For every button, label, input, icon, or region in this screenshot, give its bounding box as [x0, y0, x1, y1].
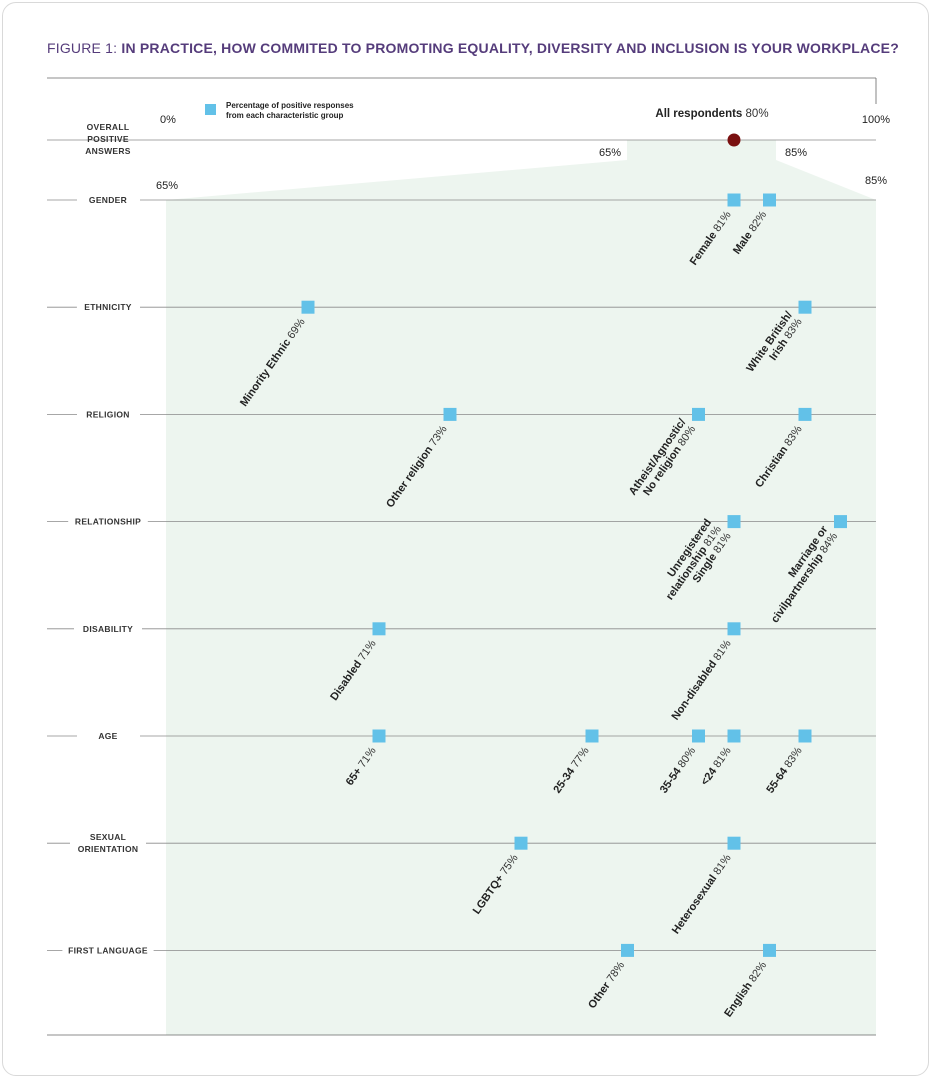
overall-axis-min-label: 0% — [160, 114, 176, 126]
data-point-marker — [798, 729, 812, 743]
category-label: DISABILITY — [74, 622, 142, 635]
category-line: GENDER — [89, 195, 127, 205]
category-line: RELIGION — [86, 409, 130, 419]
data-point-marker — [798, 407, 812, 421]
category-line: DISABILITY — [83, 624, 133, 634]
data-point-marker — [692, 407, 705, 421]
figure-title-prefix: FIGURE 1: — [47, 40, 122, 56]
category-line: RELATIONSHIP — [75, 517, 141, 527]
category-label-bg — [94, 730, 122, 742]
figure-title-main: IN PRACTICE, HOW COMMITED TO PROMOTING E… — [121, 40, 899, 56]
legend-line-2: from each characteristic group — [226, 111, 343, 120]
overall-zoom-max-label: 85% — [785, 147, 807, 159]
category-label: SEXUAL ORIENTATION — [70, 825, 146, 856]
figure-title: FIGURE 1: IN PRACTICE, HOW COMMITED TO P… — [47, 40, 927, 56]
zoom-axis-min-label: 65% — [156, 180, 178, 192]
category-label-bg — [74, 622, 142, 635]
category-label: AGE — [94, 730, 122, 742]
data-point-marker — [372, 729, 386, 743]
category-label-bg — [70, 825, 146, 856]
category-line: ORIENTATION — [78, 844, 139, 854]
all-respondents-label: All respondents 80% — [655, 108, 768, 120]
overall-marker — [727, 133, 741, 147]
data-point-marker — [692, 729, 705, 743]
category-label-bg — [76, 301, 140, 314]
overall-axis-max-label: 100% — [862, 114, 890, 126]
category-label-bg — [62, 944, 154, 957]
data-point-marker — [798, 300, 812, 314]
data-point-marker — [443, 407, 457, 421]
category-line: ETHNICITY — [84, 302, 132, 312]
data-point-marker — [621, 943, 634, 957]
zoom-region — [166, 140, 876, 1035]
zoom-axis-max-label: 85% — [865, 175, 887, 187]
data-point-marker — [727, 515, 741, 529]
category-label: FIRST LANGUAGE — [62, 944, 154, 957]
legend-line-1: Percentage of positive responses — [226, 101, 354, 110]
category-label: GENDER — [85, 194, 131, 206]
overall-zoom-min-label: 65% — [599, 147, 621, 159]
data-point-marker — [727, 622, 741, 636]
data-point-marker — [727, 193, 741, 207]
data-point-marker — [514, 836, 528, 850]
category-label: ETHNICITY — [76, 301, 140, 314]
data-point-marker — [727, 836, 741, 850]
overall-category-line: ANSWERS — [85, 146, 131, 156]
category-label-bg — [68, 515, 148, 528]
category-line: AGE — [98, 731, 117, 741]
category-label-bg — [79, 408, 137, 421]
data-point-marker — [585, 729, 599, 743]
data-point-marker — [301, 300, 315, 314]
category-line: SEXUAL — [90, 832, 126, 842]
data-point-marker — [372, 622, 386, 636]
data-point-marker — [763, 943, 776, 957]
category-label-bg — [85, 194, 131, 206]
category-label: RELATIONSHIP — [68, 515, 148, 528]
overall-category-line: POSITIVE — [87, 134, 129, 144]
category-label: RELIGION — [79, 408, 137, 421]
data-point-marker — [834, 515, 847, 529]
legend-marker — [205, 104, 216, 115]
data-point-marker — [763, 193, 776, 207]
data-point-marker — [727, 729, 741, 743]
overall-category-line: OVERALL — [87, 122, 130, 132]
category-line: FIRST LANGUAGE — [68, 945, 148, 955]
overall-category-label: OVERALL POSITIVE ANSWERS — [85, 122, 131, 156]
